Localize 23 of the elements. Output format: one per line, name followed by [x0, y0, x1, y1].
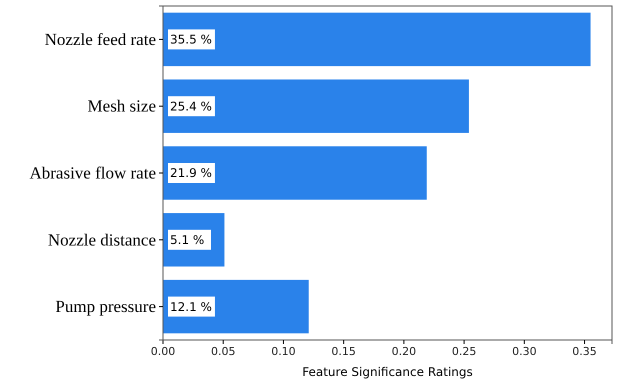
data-label: 21.9 % — [170, 166, 212, 180]
x-tick-label: 0.30 — [512, 344, 537, 358]
y-tick-label: Abrasive flow rate — [29, 163, 156, 182]
y-tick-label: Pump pressure — [55, 297, 156, 316]
data-label: 12.1 % — [170, 300, 212, 314]
bar — [163, 12, 591, 66]
y-tick-label: Nozzle distance — [48, 230, 156, 250]
x-tick-label: 0.35 — [572, 344, 597, 358]
data-label: 25.4 % — [170, 99, 212, 114]
x-axis-title: Feature Significance Ratings — [302, 365, 473, 379]
y-tick-label: Mesh size — [88, 96, 156, 116]
data-label: 35.5 % — [170, 32, 212, 47]
x-tick-label: 0.25 — [452, 344, 476, 358]
bar — [163, 79, 469, 133]
x-tick-label: 0.00 — [150, 344, 176, 358]
y-tick-label: Nozzle feed rate — [44, 30, 156, 49]
bar — [163, 146, 427, 200]
x-tick-label: 0.10 — [271, 344, 296, 358]
bar — [163, 280, 309, 334]
x-tick-label: 0.15 — [331, 344, 356, 358]
data-label: 5.1 % — [170, 233, 204, 247]
x-tick-label: 0.20 — [392, 344, 416, 358]
x-tick-label: 0.05 — [210, 344, 236, 358]
